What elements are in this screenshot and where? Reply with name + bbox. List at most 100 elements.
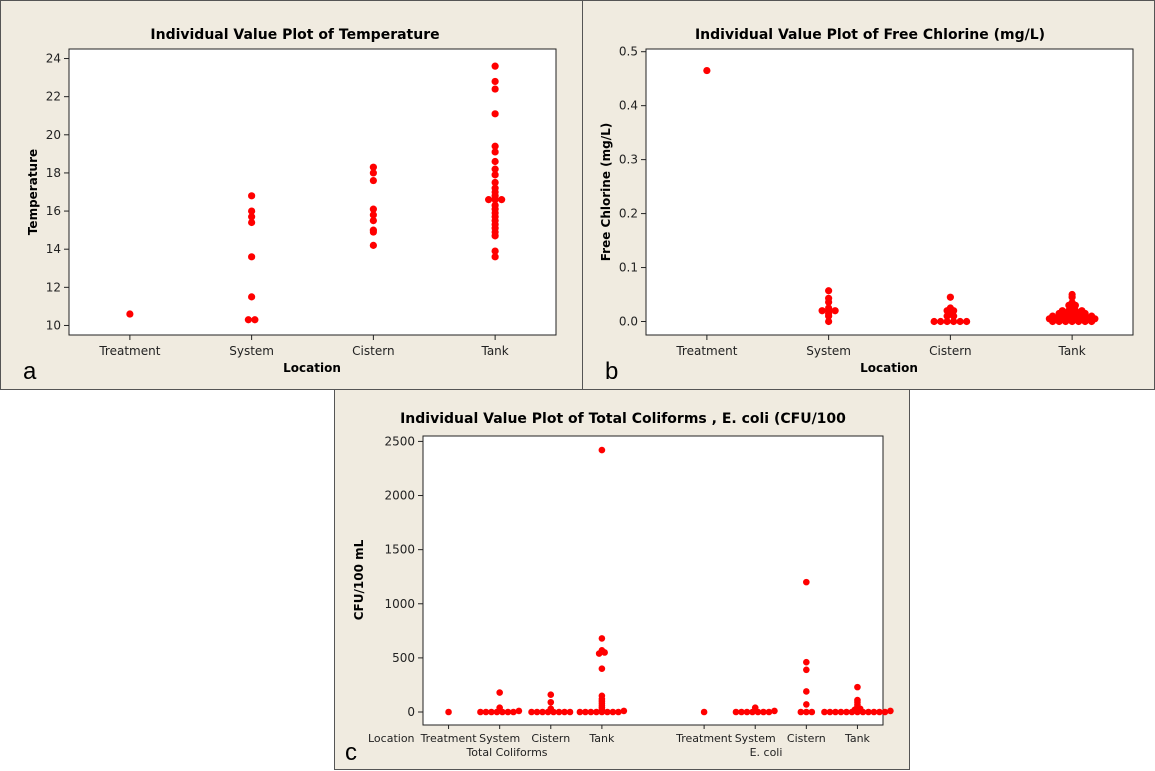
x-tick-label: System (735, 732, 776, 745)
data-point-cistern (369, 176, 377, 185)
x-tick-label: Cistern (531, 732, 570, 745)
chart-title: Individual Value Plot of Temperature (150, 27, 439, 43)
data-point-total-coliforms-system (504, 708, 512, 716)
x-tick-label: Treatment (675, 344, 737, 358)
y-tick-label: 2000 (384, 489, 415, 503)
data-point-cistern (943, 317, 951, 326)
data-point-total-coliforms-system (482, 708, 490, 716)
data-point-e-coli-tank (848, 708, 856, 716)
data-point-tank (491, 165, 499, 173)
data-point-total-coliforms-cistern (539, 708, 546, 716)
data-point-e-coli-system (760, 708, 767, 716)
data-point-total-coliforms-cistern (566, 708, 574, 716)
data-point-tank (491, 171, 499, 179)
y-tick-label: 18 (46, 166, 61, 180)
data-point-system (248, 253, 256, 261)
plot-area (68, 48, 557, 336)
y-tick-label: 0.4 (619, 99, 638, 113)
data-point-e-coli-tank (859, 708, 867, 716)
data-point-total-coliforms-cistern (528, 708, 535, 716)
data-point-e-coli-tank (826, 708, 834, 716)
data-point-cistern (369, 217, 377, 225)
data-point-e-coli-tank (854, 683, 861, 691)
x-ticks: Treatment System Cistern Tank Treatment Syste… (420, 725, 871, 745)
x-ticks: Treatment System Cistern Tank (98, 335, 509, 358)
y-tick-label: 10 (46, 318, 61, 332)
data-point-total-coliforms-treatment (445, 708, 452, 716)
x-tick-label: Treatment (98, 344, 160, 358)
y-tick-label: 12 (46, 280, 61, 294)
y-tick-label: 0.1 (619, 261, 638, 275)
data-point-tank (491, 142, 499, 150)
y-tick-label: 0 (407, 705, 415, 719)
data-point-e-coli-tank (854, 708, 861, 716)
data-point-system (825, 312, 833, 320)
data-point-e-coli-tank (821, 708, 828, 716)
data-point-total-coliforms-cistern (544, 708, 552, 716)
data-point-tank (491, 157, 499, 166)
data-point-e-coli-cistern (797, 708, 805, 716)
data-point-tank (1068, 293, 1076, 301)
data-point-e-coli-cistern (803, 688, 810, 695)
data-point-tank (1062, 317, 1070, 326)
data-point-treatment (126, 310, 134, 318)
data-point-system (818, 307, 826, 315)
data-point-total-coliforms-cistern (550, 708, 557, 716)
y-tick-label: 2500 (384, 434, 415, 448)
data-point-total-coliforms-cistern (547, 698, 555, 706)
plot-area (422, 435, 884, 726)
x-tick-label: Tank (844, 732, 871, 745)
data-point-system (825, 298, 833, 306)
data-point-e-coli-cistern (803, 658, 810, 666)
data-point-cistern (937, 317, 945, 326)
data-point-e-coli-tank (870, 708, 878, 716)
x-tick-label: Treatment (675, 732, 733, 745)
y-axis-label: CFU/100 mL (352, 539, 366, 620)
data-point-total-coliforms-tank (598, 708, 606, 716)
data-point-e-coli-system (771, 707, 778, 715)
data-point-total-coliforms-tank (598, 446, 606, 454)
data-point-total-coliforms-system (493, 708, 501, 716)
y-tick-label: 0.0 (619, 315, 638, 329)
y-tick-label: 1000 (384, 597, 415, 611)
data-point-e-coli-system (754, 708, 762, 716)
data-point-e-coli-system (765, 708, 773, 716)
data-point-total-coliforms-tank (604, 708, 611, 716)
data-point-total-coliforms-system (499, 708, 506, 716)
x-tick-label: Tank (588, 732, 615, 745)
data-point-tank (491, 110, 499, 118)
x-tick-label: System (806, 344, 851, 358)
data-point-tank (491, 85, 499, 93)
data-point-e-coli-system (738, 708, 745, 716)
data-point-system (248, 207, 256, 215)
data-point-tank (491, 62, 499, 70)
y-tick-label: 22 (46, 90, 61, 104)
data-point-e-coli-treatment (700, 708, 708, 716)
data-point-e-coli-tank (843, 708, 850, 716)
data-point-tank (1068, 317, 1076, 326)
y-ticks: 10 12 14 16 18 20 22 24 (46, 52, 69, 332)
data-point-total-coliforms-cistern (547, 691, 555, 698)
chart-title: Individual Value Plot of Free Chlorine (… (695, 27, 1045, 43)
panel-c: Individual Value Plot of Total Coliforms… (334, 389, 910, 770)
y-tick-label: 0.3 (619, 153, 638, 167)
data-point-cistern (963, 317, 971, 326)
data-point-e-coli-tank (881, 708, 889, 716)
y-ticks: 0 500 1000 1500 2000 2500 (384, 434, 423, 719)
data-point-tank (1081, 317, 1089, 326)
data-point-total-coliforms-system (477, 708, 484, 716)
data-point-e-coli-tank (865, 708, 872, 716)
data-point-tank (491, 247, 499, 255)
data-point-cistern (930, 317, 938, 326)
data-point-system (248, 213, 256, 221)
x-tick-label: Cistern (352, 344, 394, 358)
x-tick-label: Cistern (929, 344, 971, 358)
data-points (445, 446, 894, 716)
data-point-tank (1055, 317, 1063, 326)
data-point-cistern (369, 169, 377, 177)
data-point-treatment (703, 66, 711, 75)
data-point-total-coliforms-tank (576, 708, 584, 716)
y-tick-label: 0.2 (619, 207, 638, 221)
x-tick-label: Tank (480, 344, 508, 358)
x-row-label: Location (368, 732, 415, 745)
